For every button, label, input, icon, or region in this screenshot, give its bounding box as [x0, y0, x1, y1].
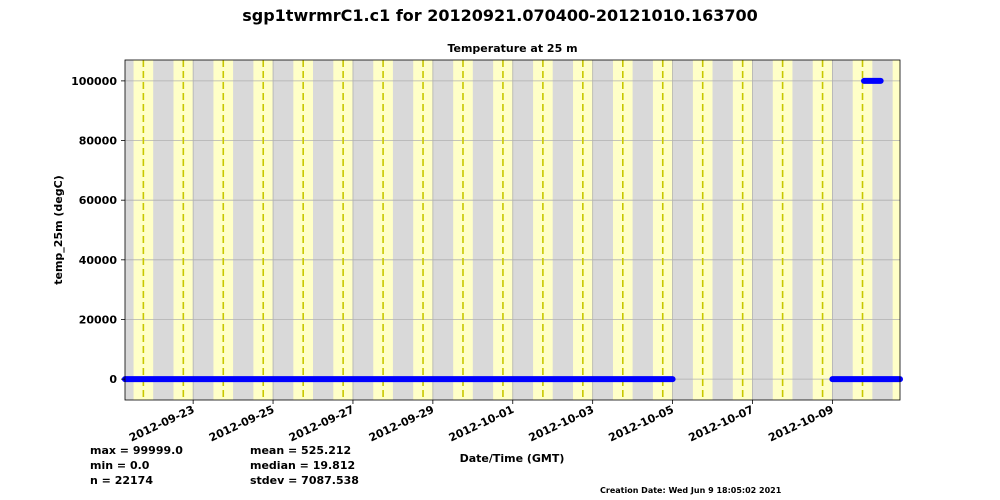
y-axis: 0 20000 40000 60000 80000 100000 — [71, 75, 125, 386]
x-tick-label: 2012-10-07 — [686, 403, 755, 445]
creation-date: Creation Date: Wed Jun 9 18:05:02 2021 — [600, 486, 782, 495]
stats-left: max = 99999.0 min = 0.0 n = 22174 — [90, 443, 183, 488]
y-tick-label: 80000 — [79, 135, 118, 148]
x-tick-label: 2012-10-09 — [766, 403, 835, 445]
y-tick-label: 60000 — [79, 194, 118, 207]
data-series — [122, 77, 903, 383]
x-axis: 2012-09-23 2012-09-25 2012-09-27 2012-09-29… — [127, 400, 836, 444]
stat-max: max = 99999.0 — [90, 444, 183, 457]
stat-median: median = 19.812 — [250, 459, 356, 472]
x-tick-label: 2012-09-25 — [207, 403, 276, 445]
y-tick-label: 100000 — [71, 75, 117, 88]
stat-min: min = 0.0 — [90, 459, 150, 472]
x-tick-label: 2012-09-23 — [127, 403, 196, 445]
stat-stdev: stdev = 7087.538 — [250, 474, 359, 487]
y-tick-label: 40000 — [79, 254, 118, 267]
x-tick-label: 2012-10-05 — [607, 403, 676, 445]
x-tick-label: 2012-10-01 — [447, 403, 516, 445]
plot-title: Temperature at 25 m — [447, 42, 578, 55]
y-axis-label: temp_25m (degC) — [52, 175, 65, 285]
stat-n: n = 22174 — [90, 474, 153, 487]
stat-mean: mean = 525.212 — [250, 444, 352, 457]
x-axis-label: Date/Time (GMT) — [460, 452, 565, 465]
noon-lines — [142, 60, 864, 400]
y-tick-label: 0 — [109, 373, 117, 386]
y-tick-label: 20000 — [79, 313, 118, 326]
stats-right: mean = 525.212 median = 19.812 stdev = 7… — [250, 443, 359, 488]
day-band — [892, 60, 900, 400]
page-title: sgp1twrmrC1.c1 for 20120921.070400-20121… — [242, 6, 758, 25]
x-tick-label: 2012-09-27 — [287, 403, 356, 445]
x-tick-label: 2012-10-03 — [527, 403, 596, 445]
x-tick-label: 2012-09-29 — [367, 403, 436, 445]
